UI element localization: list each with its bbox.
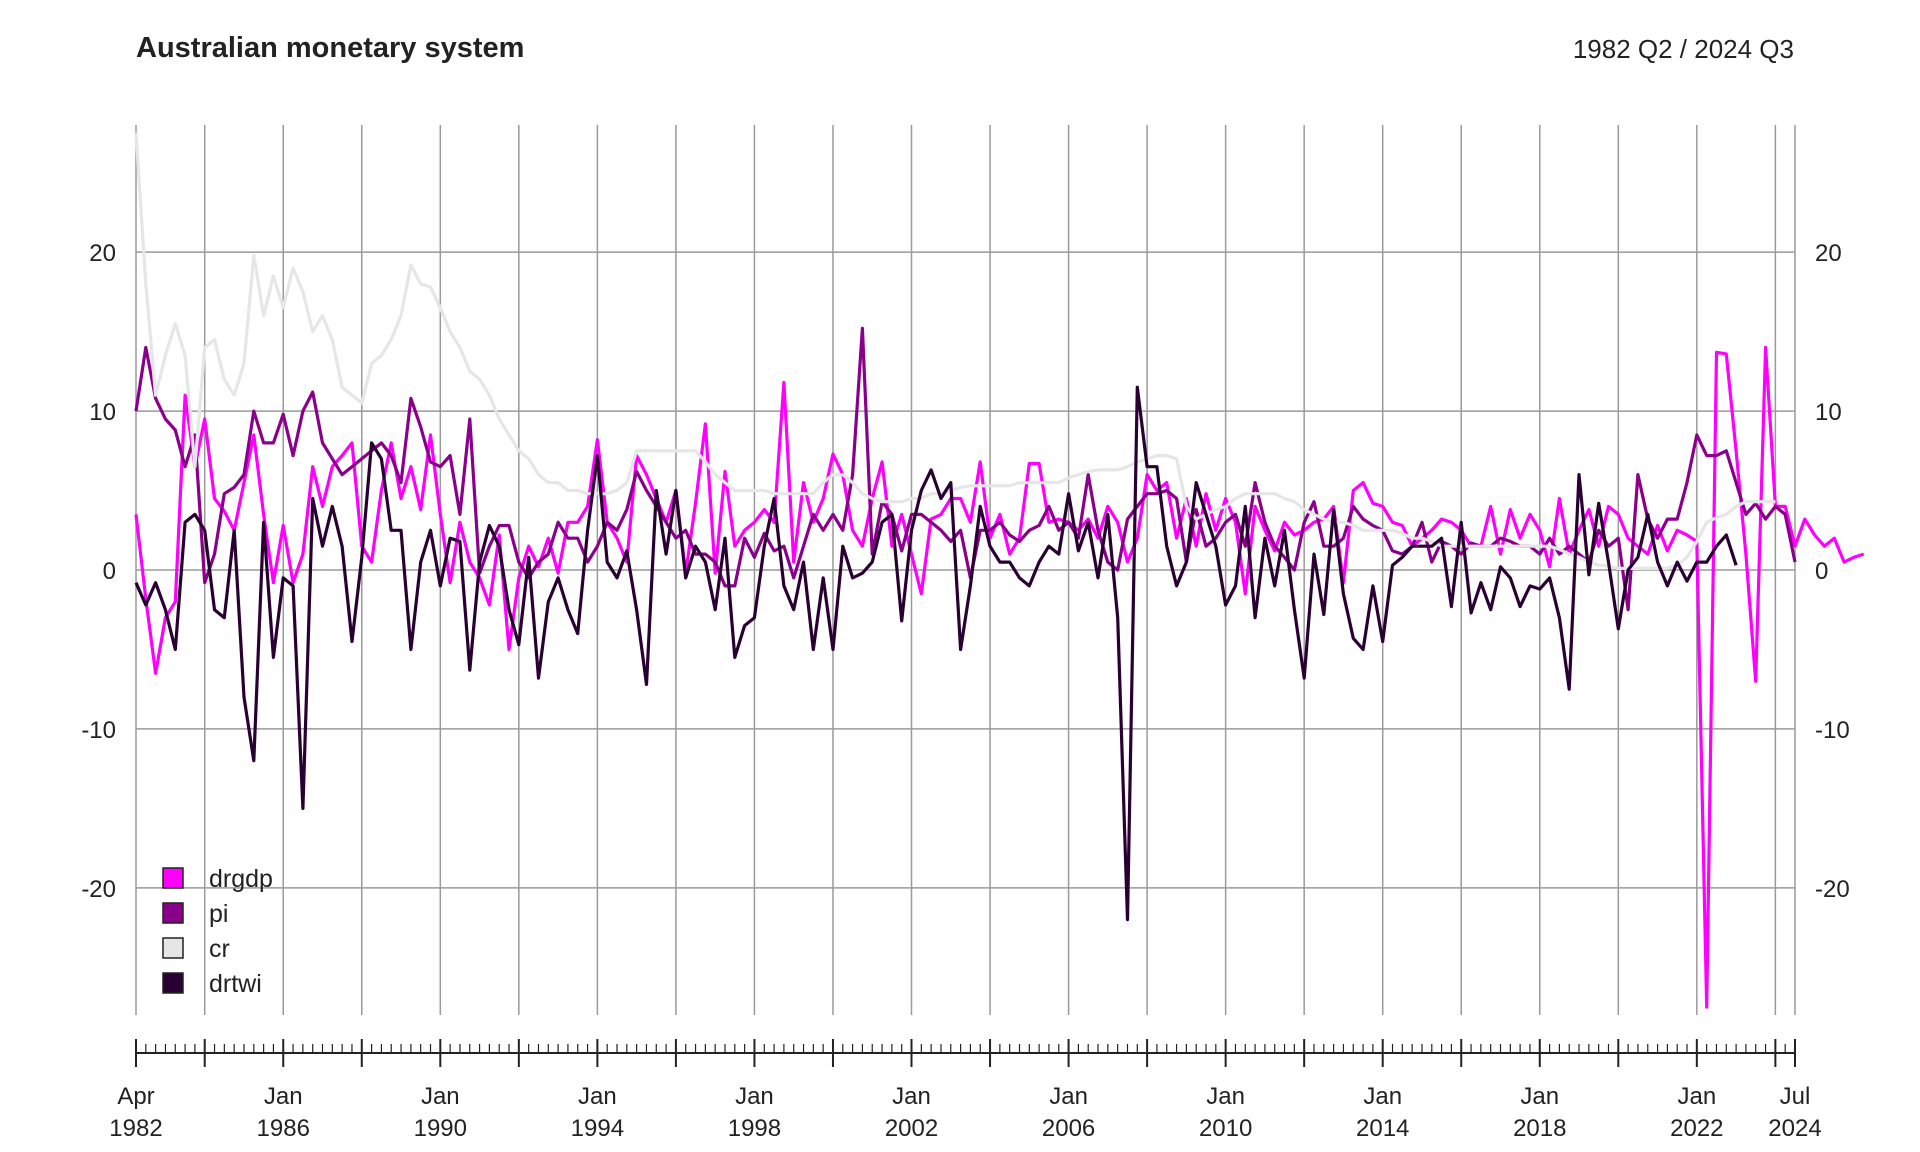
y-tick-label-left: 20 [89,240,116,267]
y-tick-label-right: 20 [1815,240,1842,267]
legend-label-drgdp: drgdp [209,865,273,893]
legend-swatch-drgdp [162,867,184,889]
x-tick-label-year: 1998 [728,1115,781,1142]
y-tick-label-right: 0 [1815,558,1828,585]
x-tick-label-month: Jan [892,1083,931,1110]
chart-period-label: 1982 Q2 / 2024 Q3 [1572,34,1794,64]
y-tick-label-left: 0 [103,558,116,585]
x-tick-label-month: Jan [1520,1083,1559,1110]
x-tick-label-year: 1982 [109,1115,162,1142]
x-tick-label-year: 2024 [1768,1115,1821,1142]
y-tick-label-left: -10 [81,717,116,744]
x-tick-label-year: 1990 [414,1115,467,1142]
x-tick-label-month: Jan [1049,1083,1088,1110]
grid-lines [135,125,1796,1015]
x-tick-label-month: Jan [264,1083,303,1110]
x-tick-label-year: 2014 [1356,1115,1409,1142]
x-tick-label-year: 2006 [1042,1115,1095,1142]
y-tick-label-left: -20 [81,876,116,903]
series-lines [134,132,1865,1009]
x-tick-label-month: Apr [117,1083,154,1110]
series-line-drgdp [134,345,1865,1009]
y-axis-ticks: -20 -20 -10 -10 0 0 10 10 20 20 [81,240,1849,903]
series-line-drtwi [134,385,1738,922]
y-tick-label-left: 10 [89,399,116,426]
x-tick-label-year: 1994 [571,1115,624,1142]
legend-label-pi: pi [209,900,228,928]
x-tick-label-year: 2022 [1670,1115,1723,1142]
series-line-cr [134,132,1776,571]
chart-title: Australian monetary system [136,32,525,64]
y-tick-label-right: -10 [1815,717,1850,744]
x-tick-label-month: Jan [1677,1083,1716,1110]
legend-swatch-drtwi [162,972,184,994]
x-tick-label-year: 2010 [1199,1115,1252,1142]
legend: drgdp pi cr drtwi [162,865,273,998]
y-tick-label-right: -20 [1815,876,1850,903]
legend-swatch-pi [162,902,184,924]
x-tick-label-month: Jan [1206,1083,1245,1110]
legend-label-drtwi: drtwi [209,970,262,998]
x-tick-label-month: Jan [735,1083,774,1110]
x-axis: Apr 1982 Jan 1986 Jan 1990 Jan 1994 Jan 1998 Jan 20… [109,1039,1822,1142]
x-tick-label-year: 1986 [257,1115,310,1142]
legend-label-cr: cr [209,935,230,963]
x-tick-label-month: Jul [1780,1083,1811,1110]
x-tick-label-year: 2002 [885,1115,938,1142]
x-tick-label-month: Jan [421,1083,460,1110]
y-tick-label-right: 10 [1815,399,1842,426]
x-tick-label-year: 2018 [1513,1115,1566,1142]
legend-swatch-cr [162,937,184,959]
x-tick-label-month: Jan [578,1083,617,1110]
x-tick-label-month: Jan [1363,1083,1402,1110]
